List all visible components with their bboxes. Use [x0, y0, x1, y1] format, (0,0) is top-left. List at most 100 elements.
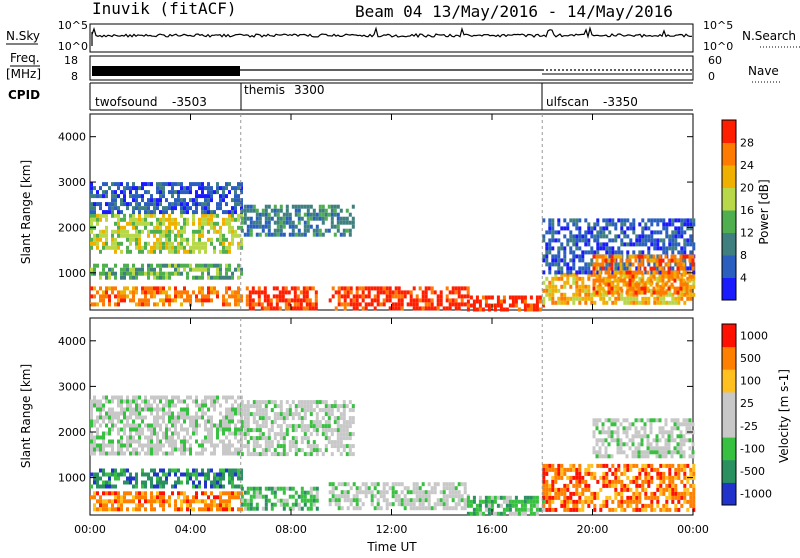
power-cell [174, 202, 177, 207]
velocity-cell [294, 424, 298, 429]
velocity-cell [174, 507, 177, 512]
velocity-cell [144, 499, 147, 504]
velocity-cell [616, 418, 620, 423]
velocity-cell [204, 499, 207, 504]
velocity-cell [210, 399, 213, 404]
power-cell [114, 302, 117, 307]
velocity-cell [231, 495, 234, 500]
power-cell [287, 302, 291, 307]
power-cell [619, 270, 623, 275]
power-cell [284, 290, 288, 295]
power-cell [658, 290, 662, 295]
power-cell [664, 274, 668, 279]
velocity-cell [198, 403, 201, 408]
velocity-cell [587, 483, 591, 488]
velocity-cell [138, 403, 141, 408]
velocity-cell [496, 511, 500, 516]
velocity-cell [276, 486, 280, 491]
power-cell [602, 246, 606, 251]
velocity-cell [288, 404, 292, 409]
power-cell [290, 298, 294, 303]
power-cell [623, 242, 627, 247]
velocity-cell [246, 452, 250, 457]
power-cell [502, 307, 506, 312]
power-cell [228, 302, 231, 307]
velocity-cell [297, 400, 301, 405]
power-cell [198, 194, 201, 199]
velocity-cell [545, 507, 549, 512]
power-cell [162, 229, 165, 234]
power-cell [665, 226, 669, 231]
velocity-cell [637, 434, 641, 439]
velocity-cell [348, 416, 352, 421]
power-cell [535, 303, 539, 308]
power-cell [186, 263, 189, 268]
velocity-cell [569, 507, 573, 512]
velocity-cell [403, 494, 407, 499]
velocity-cell [685, 438, 689, 443]
power-cell [484, 303, 488, 308]
velocity-cell [249, 404, 253, 409]
velocity-cell [499, 511, 503, 516]
velocity-cell [364, 486, 368, 491]
velocity-cell [584, 495, 588, 500]
velocity-cell [680, 463, 684, 468]
velocity-cell [237, 507, 240, 512]
power-cell [291, 204, 295, 209]
velocity-cell [572, 499, 576, 504]
velocity-cell [243, 436, 247, 441]
velocity-cell [668, 475, 672, 480]
velocity-cell [327, 408, 331, 413]
power-cell [228, 294, 231, 299]
power-cell [351, 204, 355, 209]
power-cell [484, 295, 488, 300]
velocity-colorbar-swatch [722, 346, 736, 370]
power-cell [177, 182, 180, 187]
power-cell [655, 282, 659, 287]
velocity-cell [514, 503, 518, 508]
power-cell [649, 266, 653, 271]
power-cell [111, 233, 114, 238]
power-cell [569, 258, 573, 263]
velocity-cell [291, 424, 295, 429]
power-cell [96, 302, 99, 307]
velocity-cell [180, 411, 183, 416]
power-cell [153, 275, 156, 280]
power-cell [102, 241, 105, 246]
velocity-cell [120, 399, 123, 404]
power-cell [240, 216, 244, 221]
power-cell [105, 275, 108, 280]
velocity-cell [117, 443, 120, 448]
velocity-cell [219, 423, 222, 428]
velocity-cell [126, 507, 129, 512]
velocity-cell [243, 428, 247, 433]
velocity-cell [421, 482, 425, 487]
power-cell [572, 296, 576, 301]
power-cell [632, 218, 636, 223]
velocity-cell [324, 444, 328, 449]
power-cell [234, 294, 237, 299]
power-cell [566, 226, 570, 231]
velocity-cell [505, 495, 509, 500]
velocity-cell [237, 472, 240, 477]
power-cell [448, 298, 452, 303]
power-cell [183, 249, 186, 254]
power-cell [566, 222, 570, 227]
power-cell [652, 254, 656, 259]
velocity-cell [569, 495, 573, 500]
velocity-cell [264, 502, 268, 507]
velocity-cell [581, 487, 585, 492]
power-cell [596, 284, 600, 289]
power-cell [207, 206, 210, 211]
velocity-cell [686, 491, 690, 496]
power-cell [132, 298, 135, 303]
velocity-cell [165, 451, 168, 456]
power-cell [367, 286, 371, 291]
power-cell [231, 233, 234, 238]
velocity-cell [638, 507, 642, 512]
power-cell [641, 234, 645, 239]
velocity-cell [147, 435, 150, 440]
velocity-cell [105, 395, 108, 400]
power-cell [466, 294, 470, 299]
power-cell [607, 290, 611, 295]
